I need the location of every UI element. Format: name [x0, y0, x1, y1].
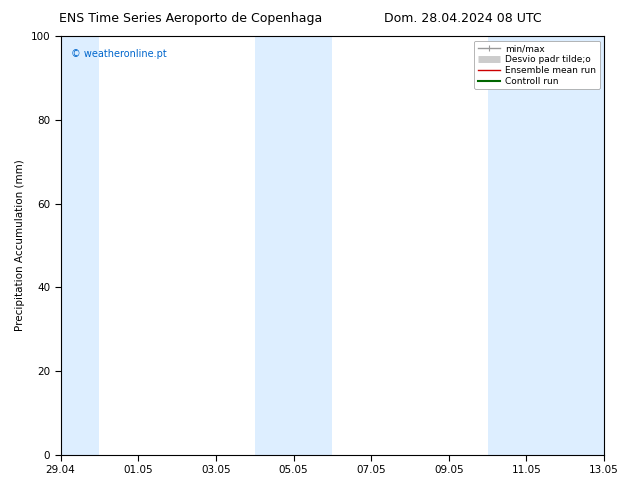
- Y-axis label: Precipitation Accumulation (mm): Precipitation Accumulation (mm): [15, 159, 25, 331]
- Text: ENS Time Series Aeroporto de Copenhaga: ENS Time Series Aeroporto de Copenhaga: [58, 12, 322, 25]
- Bar: [255, 36, 332, 455]
- Text: Dom. 28.04.2024 08 UTC: Dom. 28.04.2024 08 UTC: [384, 12, 541, 25]
- Bar: [61, 36, 100, 455]
- Bar: [488, 36, 604, 455]
- Legend: min/max, Desvio padr tilde;o, Ensemble mean run, Controll run: min/max, Desvio padr tilde;o, Ensemble m…: [474, 41, 600, 89]
- Text: © weatheronline.pt: © weatheronline.pt: [72, 49, 167, 59]
